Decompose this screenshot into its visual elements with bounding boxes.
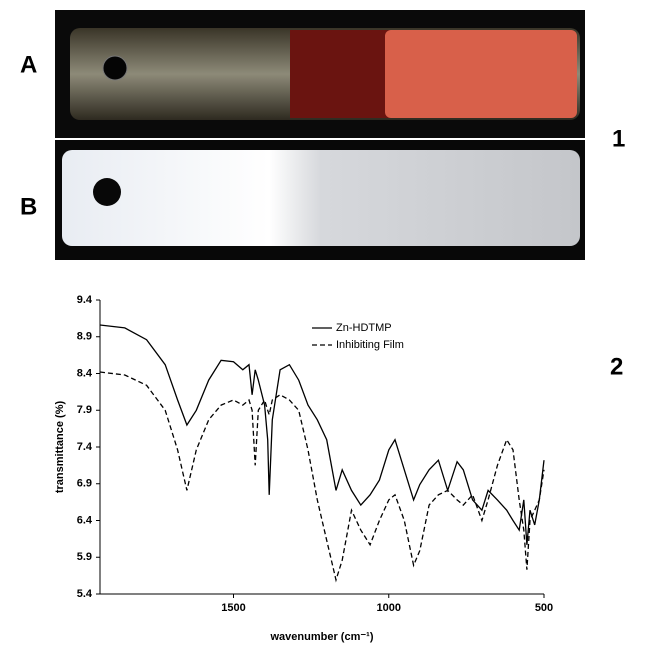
plate-b (62, 150, 580, 246)
x-tick-label: 1500 (221, 602, 245, 614)
y-tick-label: 6.9 (77, 478, 92, 490)
x-axis-title: wavenumber (cm⁻¹) (270, 631, 374, 643)
coating (385, 30, 577, 118)
hole (102, 55, 128, 81)
y-tick-label: 7.9 (77, 404, 92, 416)
y-tick-label: 8.4 (77, 367, 93, 379)
y-tick-label: 8.9 (77, 331, 92, 343)
series-line (99, 324, 545, 545)
y-tick-label: 9.4 (77, 294, 93, 306)
y-tick-label: 5.9 (77, 551, 92, 563)
series-line (99, 371, 545, 583)
x-tick-label: 1000 (377, 602, 401, 614)
corrosion-zone (290, 30, 390, 118)
hole (93, 178, 121, 206)
x-tick-label: 500 (535, 602, 553, 614)
legend-label: Inhibiting Film (336, 339, 404, 351)
panel-label: B (20, 193, 37, 220)
panel-label: 2 (610, 353, 623, 380)
y-axis-title: transmittance (%) (54, 401, 66, 494)
legend-label: Zn-HDTMP (336, 322, 392, 334)
panel-label: 1 (612, 125, 625, 152)
panel-label: A (20, 51, 37, 78)
y-tick-label: 5.4 (77, 588, 93, 600)
y-tick-label: 6.4 (77, 514, 93, 526)
y-tick-label: 7.4 (77, 441, 93, 453)
